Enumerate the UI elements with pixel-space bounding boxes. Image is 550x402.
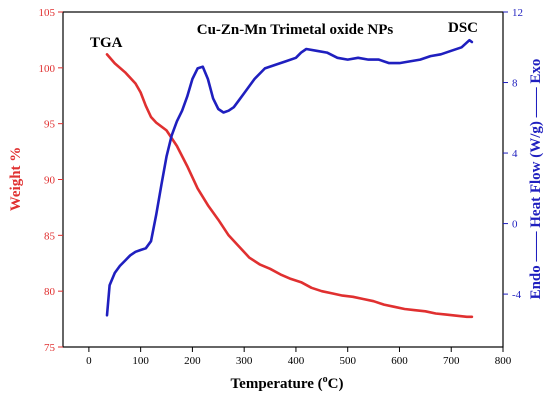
dsc-series-line xyxy=(105,38,474,317)
y-left-tick-label: 95 xyxy=(44,119,56,131)
x-tick-label: 700 xyxy=(443,355,460,367)
x-axis-title-sup: o xyxy=(323,374,328,385)
x-axis-title-tail: C) xyxy=(328,376,344,392)
x-axis-title: Temperature (oC) xyxy=(231,374,344,392)
x-tick-label: 800 xyxy=(495,355,512,367)
y-left-tick-label: 75 xyxy=(44,342,56,354)
y-right-tick-label: 4 xyxy=(512,148,518,160)
dsc-annotation: DSC xyxy=(448,20,478,36)
y-axis-right-title: Endo —— Heat Flow (W/g) —— Exo xyxy=(528,59,544,300)
tga-series-line xyxy=(105,53,474,319)
x-tick-label: 600 xyxy=(391,355,408,367)
y-right-tick-label: -4 xyxy=(512,289,522,301)
x-axis-title-main: Temperature ( xyxy=(231,376,323,392)
x-tick-label: 200 xyxy=(184,355,201,367)
y-left-tick-label: 105 xyxy=(39,7,56,19)
tga-annotation: TGA xyxy=(90,35,123,51)
x-tick-label: 500 xyxy=(339,355,356,367)
y-left-tick-label: 100 xyxy=(39,63,56,75)
x-tick-label: 0 xyxy=(86,355,92,367)
y-right-tick-label: 0 xyxy=(512,219,518,231)
y-left-tick-label: 90 xyxy=(44,175,56,187)
y-left-tick-label: 80 xyxy=(44,286,56,298)
y-left-tick-label: 85 xyxy=(44,230,56,242)
chart-title: Cu-Zn-Mn Trimetal oxide NPs xyxy=(197,22,394,38)
x-tick-label: 100 xyxy=(132,355,149,367)
y-right-tick-label: 8 xyxy=(512,78,518,90)
y-axis-left-title: Weight % xyxy=(8,147,24,212)
x-tick-label: 400 xyxy=(288,355,305,367)
x-tick-label: 300 xyxy=(236,355,253,367)
y-right-tick-label: 12 xyxy=(512,7,523,19)
